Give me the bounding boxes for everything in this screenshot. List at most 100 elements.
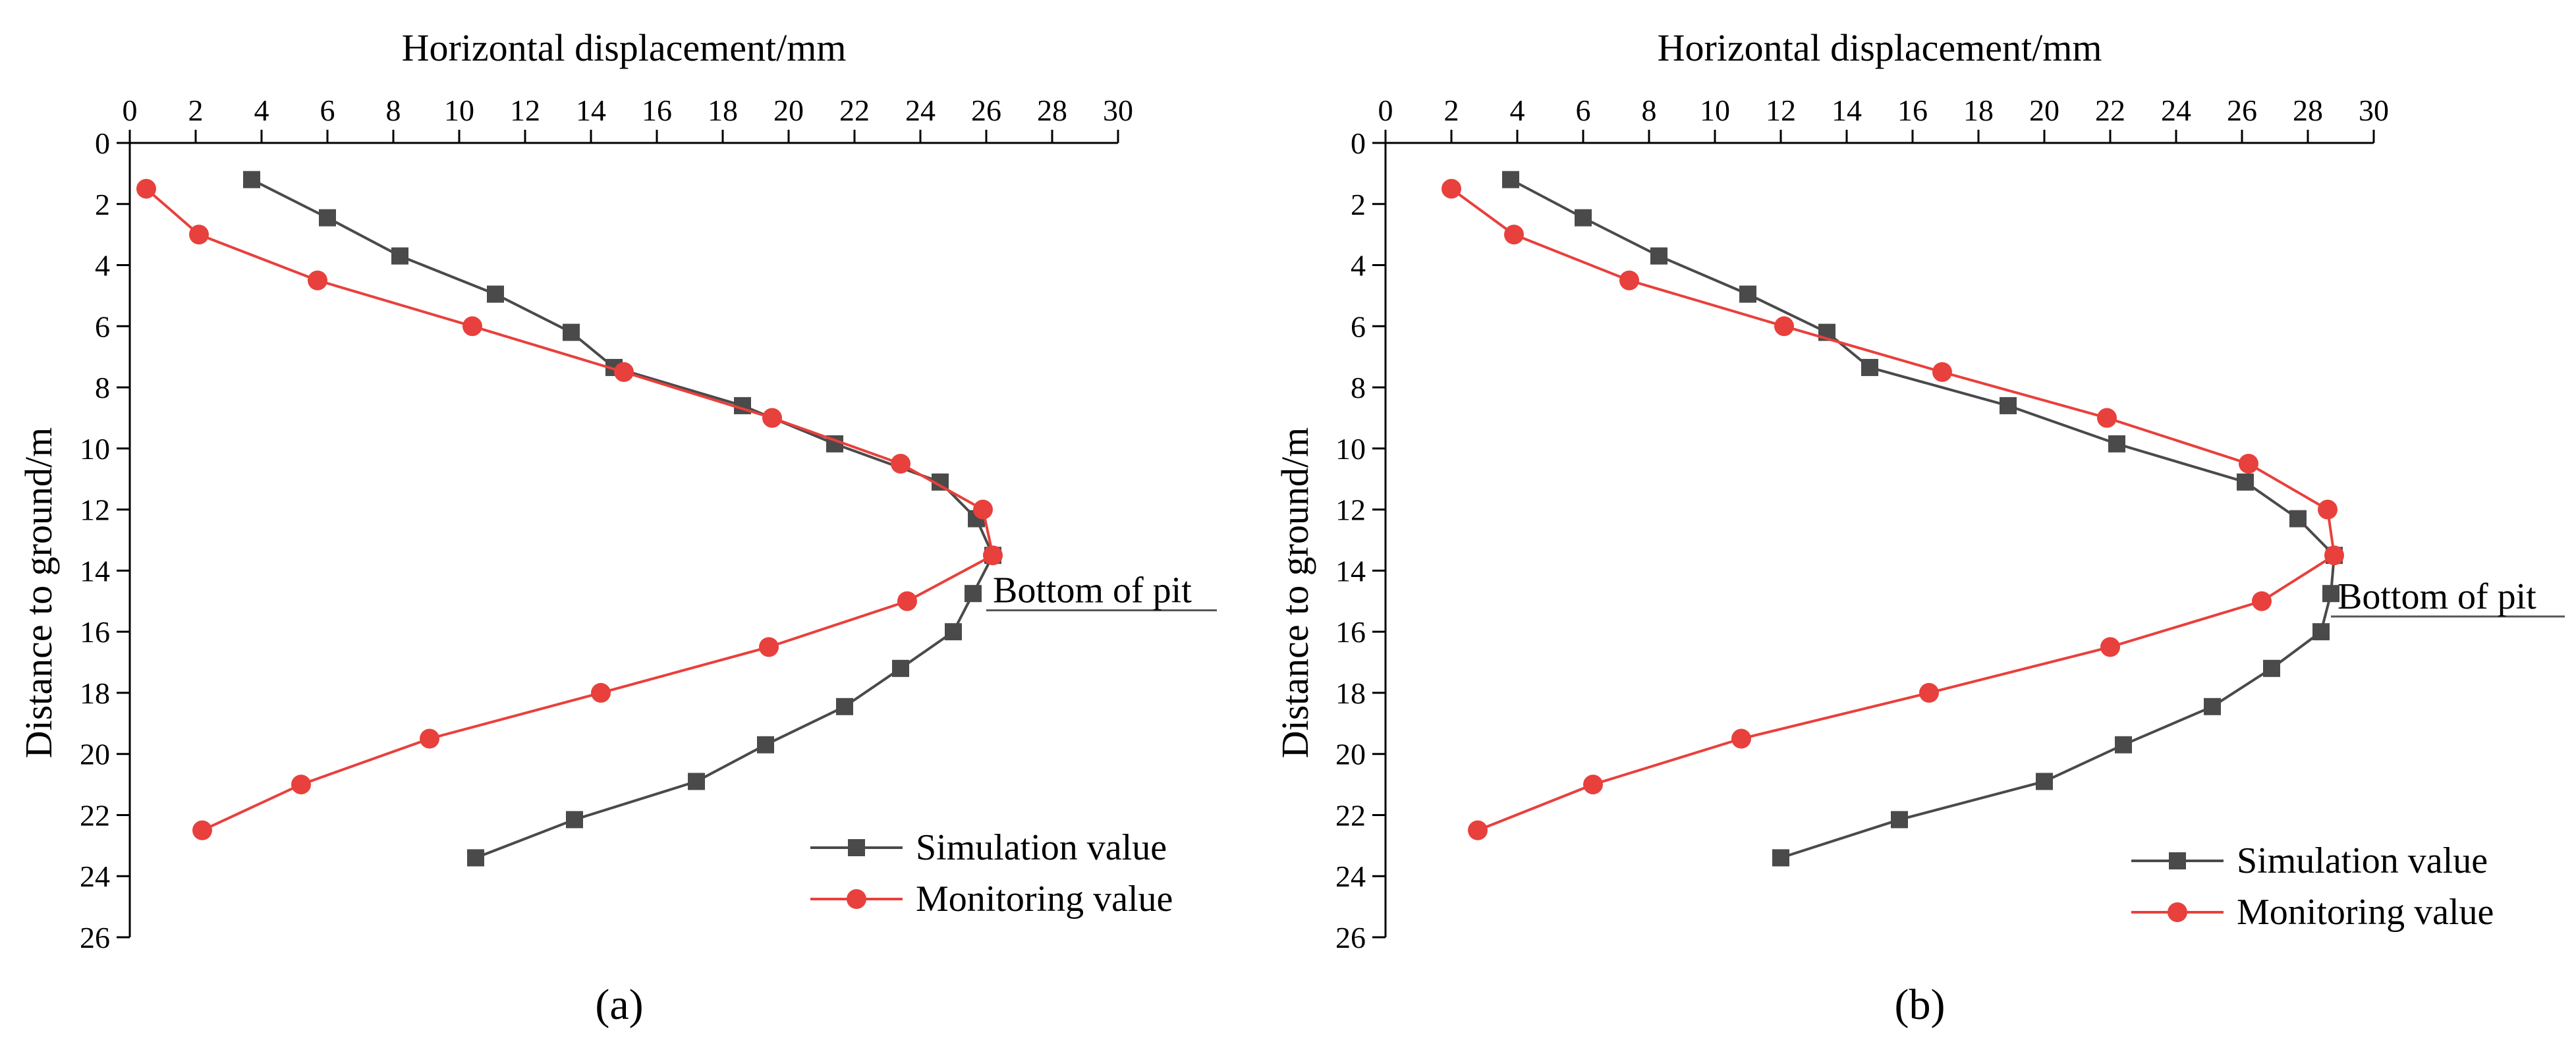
y-tick-label: 26 xyxy=(1335,921,1366,954)
data-point-circle xyxy=(891,454,910,474)
data-point-circle xyxy=(2252,591,2272,611)
data-point-circle xyxy=(1932,362,1952,382)
data-point-circle xyxy=(762,408,782,428)
data-point-square xyxy=(892,659,909,677)
data-point-square xyxy=(1575,209,1592,227)
data-point-circle xyxy=(2100,637,2120,657)
data-point-square xyxy=(965,585,982,603)
legend-label: Simulation value xyxy=(2237,840,2488,881)
legend-marker-square xyxy=(2169,852,2186,869)
x-tick-label: 24 xyxy=(2161,94,2191,127)
series-monitoring xyxy=(136,178,1003,840)
legend-label: Monitoring value xyxy=(2237,892,2494,933)
data-point-circle xyxy=(614,362,634,382)
data-point-circle xyxy=(189,225,209,245)
data-point-square xyxy=(2237,473,2254,491)
data-point-circle xyxy=(2097,408,2117,428)
data-point-circle xyxy=(759,637,779,657)
x-tick-label: 16 xyxy=(1897,94,1928,127)
y-tick-label: 12 xyxy=(1335,493,1366,527)
y-tick-label: 18 xyxy=(80,676,110,710)
data-point-square xyxy=(2036,773,2053,790)
legend-label: Simulation value xyxy=(916,827,1167,868)
x-tick-label: 22 xyxy=(2095,94,2125,127)
data-point-circle xyxy=(2324,545,2344,566)
data-point-square xyxy=(467,849,484,867)
data-point-square xyxy=(243,171,260,188)
y-tick-label: 4 xyxy=(95,249,110,283)
x-tick-label: 26 xyxy=(971,94,1001,127)
data-point-square xyxy=(2263,659,2280,677)
x-tick-label: 24 xyxy=(905,94,936,127)
y-tick-label: 0 xyxy=(1351,126,1366,160)
bottom-of-pit-label: Bottom of pit xyxy=(993,570,1192,611)
y-tick-label: 26 xyxy=(80,921,110,954)
data-point-circle xyxy=(591,682,611,703)
legend-marker-circle xyxy=(847,889,866,909)
x-tick-label: 18 xyxy=(708,94,738,127)
y-tick-label: 14 xyxy=(1335,554,1366,588)
data-point-square xyxy=(836,698,853,715)
x-tick-label: 10 xyxy=(1700,94,1730,127)
bottom-of-pit-label: Bottom of pit xyxy=(2338,576,2536,617)
y-axis-title: Distance to ground/m xyxy=(17,427,60,759)
y-tick-label: 22 xyxy=(80,798,110,832)
legend: Simulation value Monitoring value xyxy=(2131,840,2494,933)
y-tick-label: 18 xyxy=(1335,676,1366,710)
x-tick-label: 6 xyxy=(1576,94,1591,127)
y-tick-label: 8 xyxy=(1351,371,1366,404)
y-tick-label: 6 xyxy=(95,310,110,343)
chart-panel-b: 0 2 4 6 8 10 12 14 16 18 20 22 24 26 28 300246810121416… xyxy=(1274,26,2565,1029)
y-tick-label: 2 xyxy=(1351,188,1366,221)
x-tick-label: 0 xyxy=(1378,94,1393,127)
data-point-square xyxy=(1772,849,1789,867)
y-tick-label: 16 xyxy=(80,615,110,649)
x-tick-label: 16 xyxy=(642,94,672,127)
x-tick-label: 12 xyxy=(510,94,540,127)
legend: Simulation value Monitoring value xyxy=(810,827,1173,919)
x-tick-label: 28 xyxy=(1037,94,1067,127)
data-point-circle xyxy=(291,775,311,795)
data-point-circle xyxy=(1504,225,1524,245)
x-tick-label: 12 xyxy=(1766,94,1796,127)
x-tick-label: 22 xyxy=(839,94,870,127)
x-tick-label: 14 xyxy=(576,94,606,127)
data-point-circle xyxy=(1919,682,1939,703)
x-tick-label: 0 xyxy=(123,94,138,127)
panel-caption: (b) xyxy=(1895,981,1946,1029)
data-point-circle xyxy=(983,545,1003,566)
data-point-square xyxy=(2204,698,2221,715)
data-point-circle xyxy=(420,728,439,749)
data-point-circle xyxy=(897,591,917,611)
data-point-square xyxy=(1739,285,1756,303)
data-point-circle xyxy=(2318,499,2338,520)
data-point-circle xyxy=(1731,728,1751,749)
y-tick-label: 16 xyxy=(1335,615,1366,649)
data-point-square xyxy=(1650,247,1667,265)
legend-marker-circle xyxy=(2168,902,2187,922)
y-axis-title: Distance to ground/m xyxy=(1274,427,1316,759)
series-simulation xyxy=(1502,171,2343,867)
data-point-square xyxy=(391,247,408,265)
y-tick-label: 20 xyxy=(80,738,110,771)
x-tick-label: 4 xyxy=(1510,94,1525,127)
x-tick-label: 20 xyxy=(773,94,804,127)
legend-label: Monitoring value xyxy=(916,879,1173,919)
data-point-circle xyxy=(1583,775,1603,795)
x-tick-label: 6 xyxy=(320,94,335,127)
data-point-square xyxy=(2322,585,2339,603)
data-point-square xyxy=(1891,811,1908,829)
x-tick-label: 20 xyxy=(2029,94,2059,127)
data-point-circle xyxy=(1468,820,1488,840)
panel-caption: (a) xyxy=(595,981,643,1029)
x-tick-label: 30 xyxy=(1103,94,1133,127)
x-tick-label: 2 xyxy=(188,94,204,127)
series-monitoring xyxy=(1442,178,2344,840)
data-point-circle xyxy=(462,316,482,337)
x-tick-label: 26 xyxy=(2227,94,2257,127)
data-point-square xyxy=(2000,397,2017,414)
y-tick-label: 4 xyxy=(1351,249,1366,283)
data-point-square xyxy=(2312,623,2330,641)
data-point-square xyxy=(945,623,962,641)
